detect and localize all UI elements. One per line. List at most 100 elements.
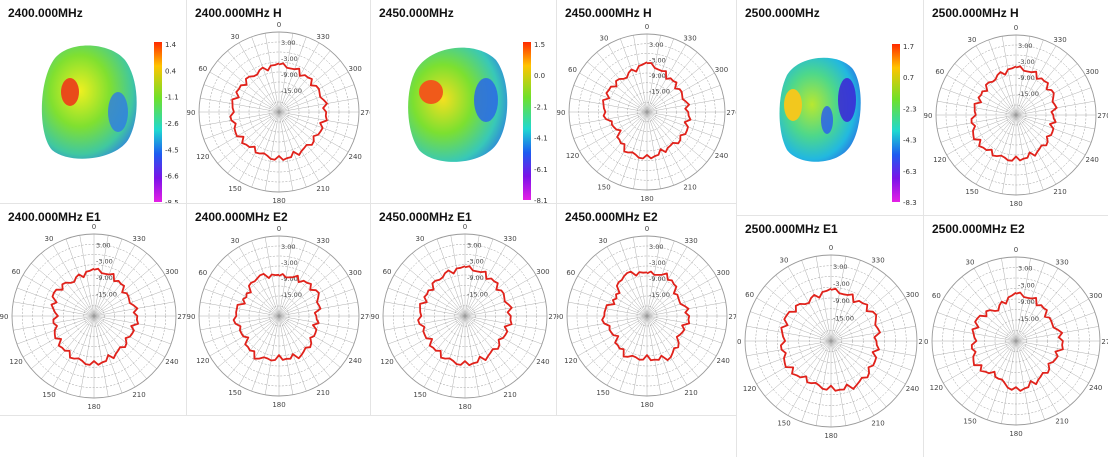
hot-spot	[784, 89, 802, 121]
angle-tick-label: 90	[557, 109, 565, 117]
angle-tick-label: 30	[231, 237, 240, 245]
angle-tick-label: 90	[737, 338, 741, 346]
radial-tick-label: -9.00	[649, 72, 666, 80]
angle-tick-label: 0	[277, 21, 281, 29]
separator	[0, 415, 736, 416]
panel-title: 2500.000MHz E2	[932, 222, 1025, 236]
colorbar-label: 1.4	[165, 41, 177, 49]
radial-tick-label: 3.00	[281, 39, 295, 47]
angle-tick-label: 0	[463, 223, 467, 231]
radial-tick-label: -15.00	[649, 88, 670, 96]
angle-tick-label: 330	[684, 237, 697, 245]
separator	[923, 0, 924, 457]
angle-tick-label: 270	[1101, 338, 1108, 346]
angle-tick-label: 180	[272, 401, 285, 409]
angle-tick-label: 330	[503, 235, 516, 243]
radial-tick-label: -3.00	[281, 259, 298, 267]
radial-tick-label: 3.00	[649, 243, 663, 251]
colorbar-label: -6.1	[534, 166, 548, 174]
polar-chart: 30 60 90 120 150 180 210 240 270 300 330 0 3.00 -3.00…	[920, 246, 1108, 438]
radial-tick-label: -9.00	[281, 71, 298, 79]
panel-title: 2500.000MHz E1	[745, 222, 838, 236]
angle-tick-label: 180	[824, 432, 837, 440]
angle-tick-label: 150	[963, 418, 976, 426]
angle-tick-label: 60	[745, 291, 754, 299]
angle-tick-label: 300	[349, 269, 362, 277]
colorbar-label: -4.3	[903, 137, 917, 145]
panel-title: 2400.000MHz E1	[8, 210, 101, 224]
pattern-line	[232, 273, 322, 362]
radiation-3d-plot: 1.4 0.4 -1.1 -2.6 -4.5 -6.6 -8.5	[41, 41, 179, 207]
radial-tick-label: -3.00	[1018, 58, 1035, 66]
angle-tick-label: 30	[600, 35, 609, 43]
radial-tick-label: -9.00	[96, 274, 113, 282]
angle-tick-label: 210	[871, 419, 884, 427]
angle-tick-label: 240	[536, 358, 549, 366]
angle-tick-label: 150	[777, 419, 790, 427]
pattern-line	[602, 61, 692, 160]
colorbar	[154, 42, 162, 202]
angle-tick-label: 30	[45, 235, 54, 243]
angle-tick-label: 210	[132, 391, 145, 399]
angle-tick-label: 60	[198, 269, 207, 277]
angle-tick-label: 0	[645, 23, 649, 31]
pattern-line	[417, 265, 513, 367]
radial-tick-label: -3.00	[833, 280, 850, 288]
angle-tick-label: 240	[906, 385, 919, 393]
angle-tick-label: 210	[1053, 188, 1066, 196]
separator	[370, 0, 371, 415]
angle-tick-label: 330	[683, 35, 696, 43]
cold-spot	[474, 78, 498, 122]
separator	[186, 0, 187, 415]
pattern-line	[229, 62, 328, 161]
colorbar-label: -4.5	[165, 146, 179, 154]
colorbar-label: -8.5	[165, 199, 179, 203]
angle-tick-label: 240	[1086, 156, 1099, 164]
angle-tick-label: 150	[42, 391, 55, 399]
angle-tick-label: 30	[966, 258, 975, 266]
angle-tick-label: 150	[596, 389, 609, 397]
angle-tick-label: 60	[383, 268, 392, 276]
angle-tick-label: 270	[548, 313, 556, 321]
angle-tick-label: 240	[349, 153, 362, 161]
radial-tick-label: -15.00	[281, 291, 302, 299]
cold-spot	[108, 92, 128, 132]
radial-tick-label: 3.00	[281, 243, 295, 251]
angle-tick-label: 300	[536, 268, 549, 276]
panel-2400-e1: 2400.000MHz E1 3060901201501802102402703…	[0, 204, 191, 415]
pattern-line	[970, 291, 1064, 392]
radial-tick-label: 3.00	[1018, 42, 1032, 50]
panel-2450-h: 2450.000MHz H 30609012015018021024027030…	[557, 0, 740, 203]
colorbar-label: -4.1	[534, 135, 548, 143]
angle-tick-label: 60	[568, 66, 577, 74]
angle-tick-label: 270	[1097, 112, 1108, 120]
angle-tick-label: 60	[12, 268, 21, 276]
panel-title: 2450.000MHz E1	[379, 210, 472, 224]
angle-tick-label: 270	[177, 313, 186, 321]
pattern-line	[50, 267, 140, 366]
panel-2400-h: 2400.000MHz H 30609012015018021024027030…	[187, 0, 374, 205]
angle-tick-label: 60	[935, 68, 944, 76]
pattern-line	[970, 65, 1058, 162]
radial-tick-label: -3.00	[467, 258, 484, 266]
colorbar	[523, 42, 531, 200]
angle-tick-label: 180	[458, 403, 471, 411]
angle-tick-label: 270	[728, 313, 736, 321]
colorbar-label: -8.1	[534, 197, 548, 203]
panel-title: 2500.000MHz	[745, 6, 820, 20]
angle-tick-label: 210	[316, 185, 329, 193]
angle-tick-label: 60	[566, 269, 575, 277]
panel-2450-3d: 2450.000MHz 1.5 0.0 -2.1 -4.1 -6.1 -8.1	[371, 0, 556, 205]
radiation-3d-plot: 1.5 0.0 -2.1 -4.1 -6.1 -8.1	[408, 41, 548, 205]
pattern-line	[601, 270, 691, 362]
radial-tick-label: -3.00	[281, 55, 298, 63]
angle-tick-label: 60	[198, 65, 207, 73]
angle-tick-label: 120	[196, 153, 209, 161]
radiation-3d-plot: 1.7 0.7 -2.3 -4.3 -6.3 -8.3	[779, 43, 917, 207]
separator	[737, 215, 1108, 216]
cold-spot	[838, 78, 856, 122]
angle-tick-label: 0	[277, 225, 281, 233]
polar-grid	[568, 33, 726, 191]
angle-tick-label: 210	[503, 391, 516, 399]
angle-tick-label: 180	[87, 403, 100, 411]
